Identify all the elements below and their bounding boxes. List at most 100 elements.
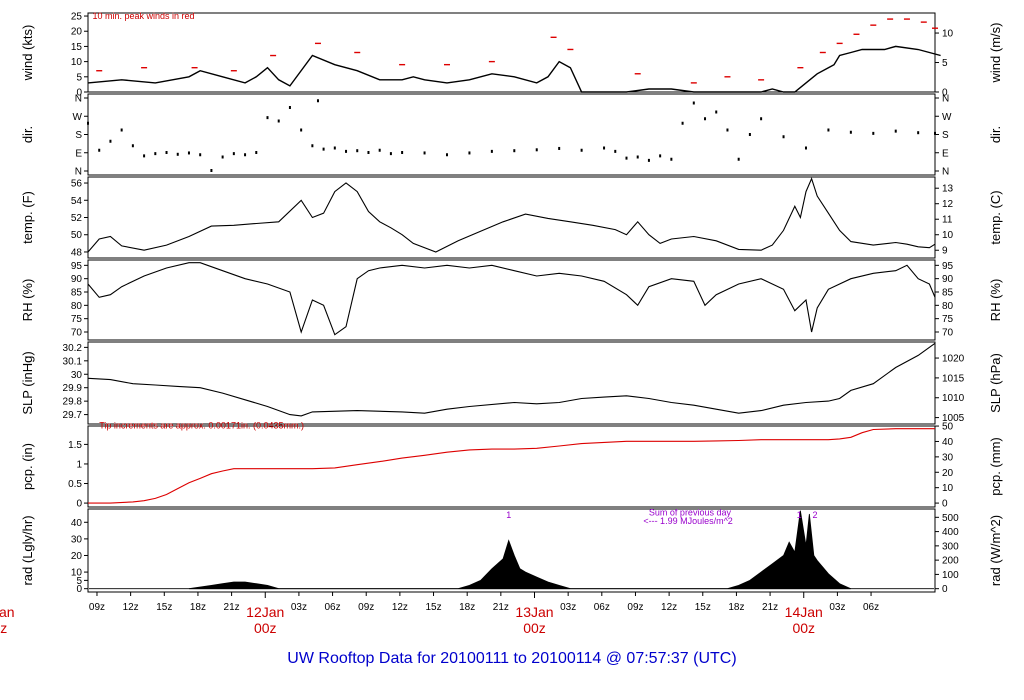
x-tick-label: 21z bbox=[224, 602, 240, 613]
y-tick-label-right: 500 bbox=[942, 513, 959, 524]
y-tick-label: 54 bbox=[71, 196, 83, 207]
x-tick-label: 21z bbox=[493, 602, 509, 613]
panel-frame bbox=[87, 341, 936, 425]
dir-point bbox=[513, 149, 516, 153]
x-tick-label: 03z bbox=[560, 602, 576, 613]
dir-point bbox=[535, 148, 538, 152]
dir-point bbox=[316, 99, 319, 103]
series-line-rh bbox=[87, 262, 936, 336]
y-tick-label-right: 1010 bbox=[942, 393, 965, 404]
y-tick-label: S bbox=[75, 130, 82, 141]
dir-point bbox=[490, 149, 493, 153]
y-tick-label: 50 bbox=[71, 230, 83, 241]
y-tick-label: 15 bbox=[71, 42, 83, 53]
y-tick-label: 20 bbox=[71, 551, 83, 562]
y-axis-label-right-pcp: pcp. (mm) bbox=[988, 437, 1003, 496]
dir-point bbox=[872, 131, 875, 135]
dir-point bbox=[311, 144, 314, 148]
dir-point bbox=[782, 135, 785, 139]
dir-point bbox=[681, 121, 684, 125]
y-axis-label-slp: SLP (inHg) bbox=[20, 351, 35, 414]
y-tick-label: 70 bbox=[71, 328, 83, 339]
dir-point bbox=[760, 117, 763, 121]
x-day-label: 13Jan bbox=[515, 604, 553, 620]
annotation-rad: Sum of previous day bbox=[649, 508, 732, 518]
y-tick-label-right: N bbox=[942, 167, 949, 178]
y-tick-label-right: 400 bbox=[942, 527, 959, 538]
dir-point bbox=[187, 151, 190, 155]
dir-point bbox=[109, 139, 112, 143]
x-tick-label: 15z bbox=[695, 602, 711, 613]
x-day-hour-label: 00z bbox=[792, 620, 815, 636]
dir-point bbox=[704, 117, 707, 121]
dir-point bbox=[221, 155, 224, 159]
dir-point bbox=[934, 131, 936, 135]
dir-point bbox=[659, 154, 662, 158]
chart-footer-title: UW Rooftop Data for 20100111 to 20100114… bbox=[287, 650, 737, 667]
dir-point bbox=[737, 157, 740, 161]
y-tick-label: N bbox=[75, 167, 82, 178]
y-tick-label-right: 12 bbox=[942, 199, 954, 210]
dir-point bbox=[389, 152, 392, 156]
panel-frame bbox=[87, 12, 936, 93]
y-axis-label-pcp: pcp. (in) bbox=[20, 443, 35, 490]
dir-point bbox=[98, 148, 101, 152]
rad-peak-marker: 1 bbox=[797, 510, 802, 520]
dir-point bbox=[356, 149, 359, 153]
x-tick-label: 12z bbox=[661, 602, 677, 613]
x-tick-label: 09z bbox=[89, 602, 105, 613]
x-tick-label: 18z bbox=[459, 602, 475, 613]
x-tick-label: 18z bbox=[190, 602, 206, 613]
panel-temp bbox=[84, 176, 939, 259]
dir-point bbox=[401, 151, 404, 154]
y-tick-label: 0 bbox=[76, 499, 82, 510]
dir-point bbox=[333, 146, 336, 150]
x-tick-label: 09z bbox=[358, 602, 374, 613]
dir-point bbox=[143, 154, 146, 158]
dir-point bbox=[894, 129, 897, 133]
series-line-slp bbox=[87, 342, 936, 417]
dir-point bbox=[210, 169, 213, 172]
panel-wind bbox=[84, 12, 941, 93]
dir-point bbox=[804, 146, 807, 150]
y-tick-label-right: 100 bbox=[942, 570, 959, 581]
y-axis-label-rad: rad (Lgly/hr) bbox=[20, 515, 35, 585]
x-day-label: 12Jan bbox=[246, 604, 284, 620]
y-tick-label: 0 bbox=[76, 88, 82, 99]
y-tick-label-right: 9 bbox=[942, 246, 948, 257]
y-tick-label: 75 bbox=[71, 314, 83, 325]
annotation-pcp: Tip increments are approx. 0.00171in. (0… bbox=[99, 421, 304, 431]
x-day-hour-label: 00z bbox=[254, 620, 277, 636]
dir-point bbox=[199, 153, 202, 157]
y-tick-label-right: N bbox=[942, 94, 949, 105]
y-tick-label: 40 bbox=[71, 518, 83, 529]
y-tick-label-right: W bbox=[942, 112, 952, 123]
y-axis-label-temp: temp. (F) bbox=[20, 191, 35, 244]
x-tick-label: 12z bbox=[392, 602, 408, 613]
dir-point bbox=[445, 153, 448, 157]
x-tick-label: 06z bbox=[863, 602, 879, 613]
y-tick-label-right: 75 bbox=[942, 314, 954, 325]
y-axis-label-right-rad: rad (W/m^2) bbox=[988, 515, 1003, 586]
y-tick-label-right: 13 bbox=[942, 184, 954, 195]
y-axis-label-wind: wind (kts) bbox=[20, 25, 35, 82]
y-tick-label-right: 80 bbox=[942, 301, 954, 312]
dir-point bbox=[468, 151, 471, 155]
dir-point bbox=[367, 151, 370, 154]
y-tick-label: 95 bbox=[71, 261, 83, 272]
panel-rh bbox=[84, 259, 939, 341]
y-tick-label: 29.7 bbox=[63, 410, 83, 421]
dir-point bbox=[580, 148, 583, 152]
x-tick-label: 06z bbox=[594, 602, 610, 613]
dir-point bbox=[87, 121, 89, 125]
panel-frame bbox=[87, 93, 936, 176]
y-tick-label: 10 bbox=[71, 568, 83, 579]
y-tick-label: 48 bbox=[71, 247, 83, 258]
y-axis-label-right-temp: temp. (C) bbox=[988, 190, 1003, 244]
y-tick-label: 5 bbox=[76, 576, 82, 587]
panel-frame bbox=[87, 259, 936, 341]
y-tick-label: 5 bbox=[76, 72, 82, 83]
y-tick-label: 10 bbox=[71, 57, 83, 68]
panel-slp bbox=[84, 341, 939, 425]
